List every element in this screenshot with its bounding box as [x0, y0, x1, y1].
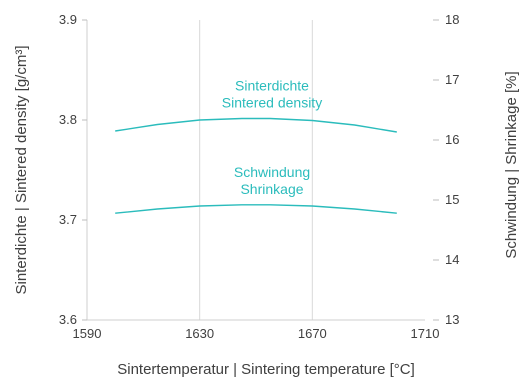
- x-axis-label: Sintertemperatur | Sintering temperature…: [117, 361, 415, 378]
- y-tick-label-right: 14: [445, 252, 459, 267]
- series-label-2: Schwindung: [234, 164, 310, 180]
- series-label-1: Sintered density: [222, 95, 322, 111]
- grid-layer: [199, 20, 313, 320]
- y-tick-label-left: 3.6: [59, 312, 77, 327]
- y-tick-label-left: 3.8: [59, 112, 77, 127]
- y-tick-label-right: 15: [445, 192, 459, 207]
- series-label-1: Sinterdichte: [235, 78, 309, 94]
- x-tick-label: 1670: [298, 326, 327, 341]
- y-tick-label-right: 13: [445, 312, 459, 327]
- y-tick-label-right: 16: [445, 132, 459, 147]
- y-tick-label-right: 17: [445, 72, 459, 87]
- series-line-1: [115, 117, 397, 133]
- y-axis-label-left: Sinterdichte | Sintered density [g/cm³]: [13, 45, 30, 294]
- axes-layer: [86, 20, 425, 321]
- x-tick-label: 1630: [185, 326, 214, 341]
- y-tick-label-left: 3.7: [59, 212, 77, 227]
- x-tick-label: 1710: [411, 326, 440, 341]
- ticks-layer: 1590 1630 1670 1710 3.6 3.7 3.8 3.9 13 14 15 16 17 18: [59, 12, 460, 341]
- y-tick-label-right: 18: [445, 12, 459, 27]
- series-label-2: Shrinkage: [240, 181, 303, 197]
- x-tick-label: 1590: [73, 326, 102, 341]
- series-line-2: [115, 204, 397, 214]
- y-tick-label-left: 3.9: [59, 12, 77, 27]
- y-axis-label-right: Schwindung | Shrinkage [%]: [503, 71, 520, 258]
- series-layer: [115, 117, 397, 214]
